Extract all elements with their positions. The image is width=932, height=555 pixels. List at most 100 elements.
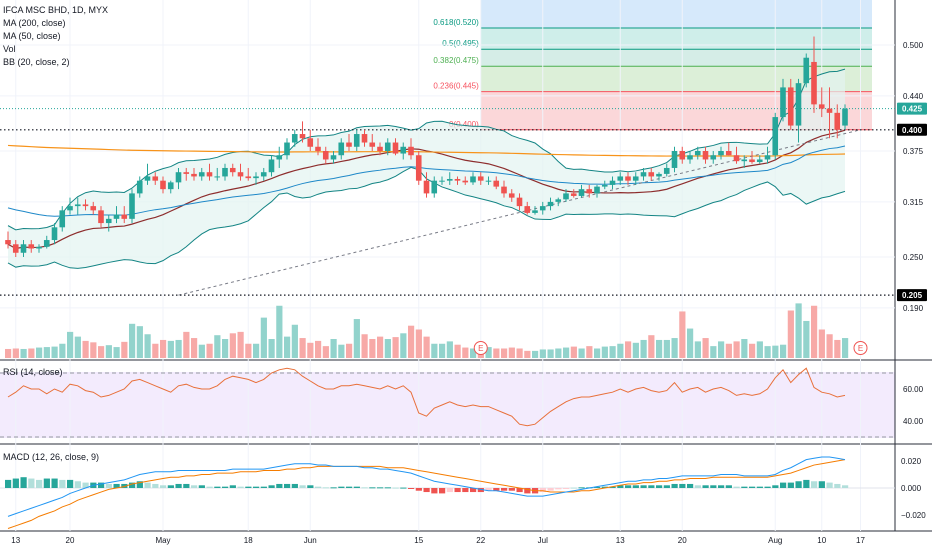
candle xyxy=(144,163,151,185)
macd-histogram-bar xyxy=(408,488,415,489)
volume-bar xyxy=(586,346,593,358)
macd-histogram-bar xyxy=(718,485,725,488)
ma50-line xyxy=(7,145,846,217)
volume-bar xyxy=(826,334,833,358)
candle xyxy=(12,240,19,257)
macd-histogram-bar xyxy=(446,488,453,493)
legend: IFCA MSC BHD, 1D, MYX MA (200, close) MA… xyxy=(3,5,108,462)
candle-body xyxy=(780,87,786,118)
candle xyxy=(361,129,368,147)
volume-bar xyxy=(563,347,570,358)
macd-histogram-bar xyxy=(780,482,787,488)
candle xyxy=(284,138,290,160)
candle xyxy=(51,223,58,245)
macd-histogram-bar xyxy=(826,482,833,488)
candle-body xyxy=(43,240,50,247)
macd-histogram-bar xyxy=(222,486,229,488)
macd-histogram-bar xyxy=(67,479,74,488)
volume-bar xyxy=(98,346,105,358)
time-axis[interactable]: 13 20 May 18 Jun 15 22 Jul 13 20 Aug 10 17 xyxy=(11,536,865,545)
price-tick-label: 0.500 xyxy=(903,41,924,50)
volume-bar xyxy=(733,341,740,358)
candle xyxy=(191,167,197,181)
candle xyxy=(570,189,577,198)
candle-body xyxy=(284,142,290,156)
candle xyxy=(563,189,569,202)
candle xyxy=(741,155,748,168)
candle-body xyxy=(415,155,422,181)
candle xyxy=(501,180,507,198)
candlesticks[interactable] xyxy=(5,36,848,257)
volume-bar xyxy=(648,335,655,358)
candle xyxy=(594,184,600,198)
macd-histogram-bar xyxy=(260,486,267,488)
candle-body xyxy=(826,108,833,113)
macd-histogram-bar xyxy=(377,487,384,489)
volume-bar xyxy=(82,340,89,358)
rsi-line xyxy=(7,367,846,427)
macd-histogram-bar xyxy=(284,483,291,488)
candle-body xyxy=(702,151,709,160)
candle-body xyxy=(803,57,810,84)
macd-histogram-bar xyxy=(346,486,353,488)
candle-body xyxy=(640,172,647,177)
macd-histogram-bar xyxy=(191,485,198,488)
volume-bar xyxy=(237,331,244,358)
time-tick-label: 18 xyxy=(244,536,253,545)
macd-histogram-bar xyxy=(470,488,477,493)
legend-symbol: IFCA MSC BHD, 1D, MYX xyxy=(3,5,108,15)
candle xyxy=(59,206,66,232)
candle-body xyxy=(656,173,662,177)
volume-bar xyxy=(167,340,174,358)
volume-bar xyxy=(547,349,554,358)
trendlines[interactable] xyxy=(0,108,895,296)
volume-bar xyxy=(12,348,19,358)
candle-body xyxy=(361,134,368,143)
macd-histogram-bar xyxy=(609,486,616,488)
volume-bar xyxy=(772,345,779,358)
volume-bar xyxy=(307,342,314,358)
macd-histogram-bar xyxy=(547,488,554,491)
candle-body xyxy=(439,180,445,182)
volume-bar xyxy=(787,310,794,358)
candle xyxy=(307,129,314,151)
macd-tick-label: 0.020 xyxy=(901,457,922,466)
candle xyxy=(687,151,693,164)
fib-level-label: 0.236(0.445) xyxy=(433,82,479,91)
macd-histogram-bar xyxy=(74,481,81,488)
earnings-marker-label: E xyxy=(858,344,863,353)
macd-histogram-bar xyxy=(570,487,577,489)
candle xyxy=(764,146,771,164)
candle-body xyxy=(578,189,585,196)
price-label-box xyxy=(897,123,927,136)
candle-body xyxy=(206,172,213,177)
fib-level-label: 0.5(0.495) xyxy=(442,39,479,48)
price-axis[interactable]: 0.500 0.440 0.375 0.315 0.250 0.190 0.425 0.400… xyxy=(897,41,927,520)
macd-panel xyxy=(0,456,895,529)
volume-bar xyxy=(462,347,469,358)
candle-body xyxy=(98,210,104,224)
macd-histogram-bar xyxy=(361,487,368,489)
macd-histogram-bar xyxy=(121,483,128,488)
macd-histogram-bar xyxy=(477,488,484,493)
macd-histogram-bar xyxy=(818,481,825,488)
candle xyxy=(346,134,352,151)
candle-body xyxy=(20,244,27,253)
candle xyxy=(423,172,430,198)
macd-histogram-bar xyxy=(787,482,794,488)
volume-bar xyxy=(400,333,407,358)
volume-bar xyxy=(493,348,500,358)
candle xyxy=(609,176,616,190)
volume-bar xyxy=(694,341,701,358)
macd-histogram-bar xyxy=(640,485,647,488)
volume-bar xyxy=(485,347,492,358)
candle-body xyxy=(555,199,562,202)
rsi-tick-label: 40.00 xyxy=(903,417,924,426)
earnings-marker xyxy=(853,341,868,355)
candle xyxy=(276,146,283,168)
macd-histogram-bar xyxy=(206,486,213,488)
macd-histogram-bar xyxy=(439,488,446,494)
macd-histogram-bar xyxy=(601,486,608,488)
